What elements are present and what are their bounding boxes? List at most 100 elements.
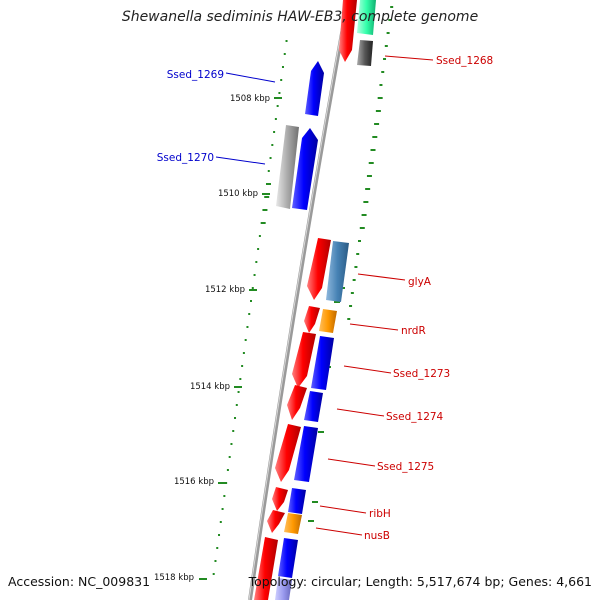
gc-dot	[377, 97, 383, 99]
gc-dot	[358, 240, 361, 242]
gc-dot	[361, 214, 367, 216]
gc-dot	[244, 339, 247, 341]
gc-dot	[223, 495, 226, 497]
gc-dot	[251, 287, 254, 289]
kbp-tick	[274, 97, 282, 99]
gene-label-nrdr[interactable]: nrdR	[401, 325, 426, 337]
gc-dot	[265, 183, 271, 185]
gc-dot	[334, 301, 340, 303]
gc-dot	[372, 136, 378, 138]
gc-dot	[274, 118, 277, 120]
gc-dot	[280, 79, 283, 81]
gc-dot	[257, 248, 260, 250]
genome-backbone-highlight	[248, 0, 348, 600]
gene-label-ssed-1269[interactable]: Ssed_1269	[167, 69, 224, 81]
gc-dot	[248, 313, 251, 315]
gc-dot	[347, 318, 351, 320]
feature-ssed-1273	[311, 336, 334, 390]
genome-backbone	[248, 0, 350, 600]
gc-dot	[253, 274, 256, 276]
gene-label-ribh[interactable]: ribH	[369, 508, 391, 520]
feature-nrdr-red	[304, 306, 320, 333]
gc-dot	[359, 227, 365, 229]
kbp-tick	[262, 193, 270, 195]
gene-label-ssed-1268[interactable]: Ssed_1268	[436, 55, 493, 67]
gene-label-nusb[interactable]: nusB	[364, 530, 390, 542]
kbp-label-1512: 1512 kbp	[205, 285, 245, 295]
feature-ssed-1269	[305, 61, 324, 116]
feature-nusb-red	[267, 510, 285, 533]
gc-dot	[212, 573, 215, 575]
gc-dot	[388, 19, 392, 21]
gc-dot	[214, 560, 217, 562]
gc-dot	[264, 196, 270, 198]
feature-ssed-1270	[292, 128, 318, 210]
label-leader-lines	[215, 55, 434, 536]
gc-dot	[267, 170, 270, 172]
feature-ssed-1273-red	[292, 332, 316, 388]
kbp-label-1516: 1516 kbp	[174, 477, 214, 487]
gc-dot	[318, 431, 324, 433]
gc-dot	[262, 209, 268, 211]
gc-dot	[237, 391, 240, 393]
gc-dot	[219, 521, 222, 523]
gc-dot	[242, 352, 245, 354]
gc-dot	[278, 92, 281, 94]
genome-summary-text: Topology: circular; Length: 5,517,674 bp…	[248, 574, 592, 589]
gc-dot	[350, 292, 354, 294]
feature-ssed-1275	[294, 426, 318, 482]
gc-dot	[235, 404, 238, 406]
gc-dot	[370, 149, 376, 151]
gene-label-ssed-1275[interactable]: Ssed_1275	[377, 461, 434, 473]
kbp-tick-marks	[199, 97, 282, 580]
feature-ssed-1274-red	[287, 385, 307, 420]
feature-ssed-1268	[357, 40, 373, 66]
feature-ribh	[288, 488, 306, 514]
gc-dot	[381, 71, 385, 73]
gc-dot	[271, 144, 274, 146]
kbp-tick	[234, 386, 242, 388]
gc-dot	[281, 66, 284, 68]
feature-top-red	[339, 0, 357, 62]
feature-ssed-1275-red	[275, 424, 301, 482]
gc-dot	[352, 279, 356, 281]
gc-dot	[356, 253, 360, 255]
gc-dot	[255, 261, 258, 263]
feature-nrdr	[319, 309, 337, 333]
gc-dot	[349, 305, 353, 307]
gc-dot	[363, 201, 369, 203]
gc-dot	[258, 235, 261, 237]
feature-ribh-red	[272, 487, 288, 511]
kbp-tick	[249, 289, 257, 291]
gc-dot	[384, 45, 388, 47]
feature-bottom-blue	[278, 538, 298, 578]
map-title: Shewanella sediminis HAW-EB3, complete g…	[121, 9, 479, 25]
gc-dot	[374, 123, 380, 125]
gene-label-ssed-1274[interactable]: Ssed_1274	[386, 411, 444, 423]
gc-dot	[366, 175, 372, 177]
feature-top-aqua	[357, 0, 376, 35]
gc-dot	[285, 40, 288, 42]
gc-dot	[308, 520, 314, 522]
gc-dot	[312, 501, 318, 503]
gc-dot	[218, 534, 221, 536]
gc-dot	[365, 188, 371, 190]
feature-glya-red	[307, 238, 331, 300]
gene-label-glya[interactable]: glyA	[408, 276, 432, 288]
gc-dot	[383, 58, 387, 60]
gc-dot	[379, 84, 383, 86]
gene-label-ssed-1273[interactable]: Ssed_1273	[393, 368, 450, 380]
gc-dot	[260, 222, 266, 224]
gc-dot	[230, 443, 233, 445]
gc-dot	[375, 110, 381, 112]
kbp-label-1508: 1508 kbp	[230, 94, 270, 104]
kbp-tick	[218, 482, 226, 484]
gc-dot	[232, 430, 235, 432]
gc-dot	[241, 365, 244, 367]
gc-dot	[216, 547, 219, 549]
gc-dot	[354, 266, 358, 268]
gene-label-ssed-1270[interactable]: Ssed_1270	[157, 152, 214, 164]
feature-bottom-red	[254, 537, 278, 600]
feature-nusb	[284, 513, 302, 534]
